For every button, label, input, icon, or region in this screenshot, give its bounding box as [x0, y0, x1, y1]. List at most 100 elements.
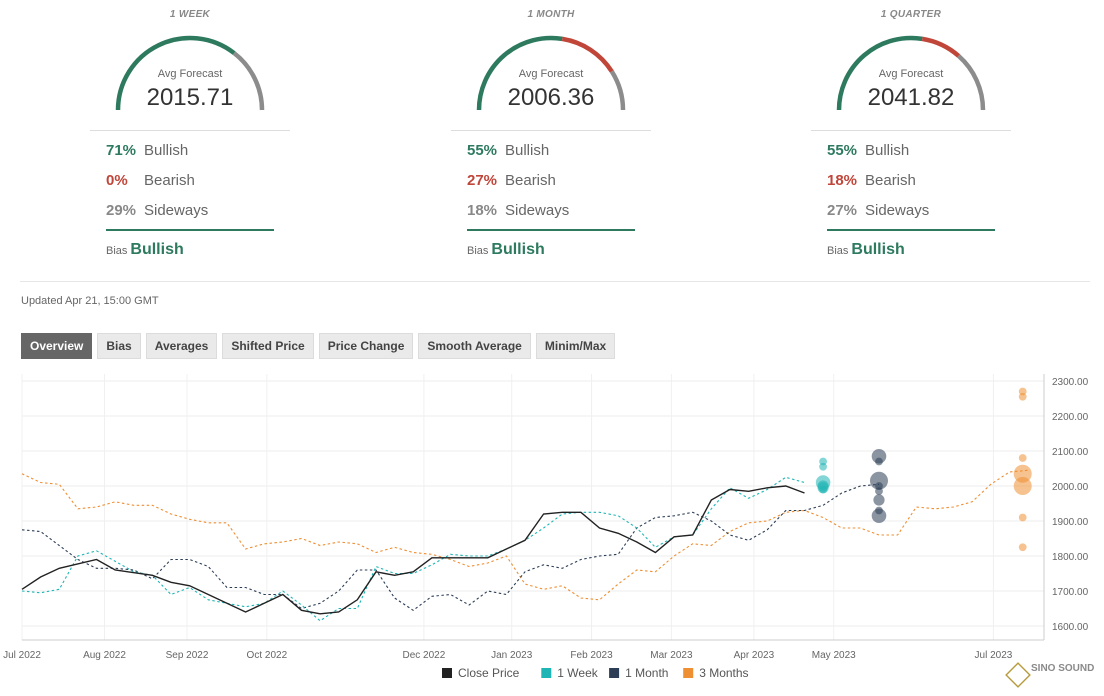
bias-row: Bias Bullish	[467, 241, 545, 259]
bullish-row: 55% Bullish	[467, 142, 549, 159]
gauge-arc-bearish	[561, 36, 614, 73]
forecast-dot-1-month	[871, 508, 887, 524]
series-line-1-week	[21, 476, 805, 622]
gauge-arc-sideways	[609, 70, 626, 111]
avg-forecast-label: Avg Forecast	[878, 68, 944, 80]
forecast-dot-3-months	[1018, 513, 1027, 522]
divider	[451, 130, 651, 131]
x-tick-label: Jan 2023	[491, 650, 533, 661]
y-tick-label: 2000.00	[1052, 482, 1089, 493]
bullish-label: Bullish	[505, 142, 550, 159]
forecast-dot-1-week	[819, 462, 827, 471]
divider	[811, 130, 1011, 131]
bias-value: Bullish	[491, 241, 545, 258]
forecast-dot-1-month	[873, 494, 885, 506]
gauge-arc-sideways	[957, 54, 986, 111]
chart-tabs: Overview Bias Averages Shifted Price Pri…	[21, 333, 620, 359]
legend-swatch	[442, 668, 452, 678]
bias-label: Bias	[106, 245, 128, 257]
divider	[90, 130, 290, 131]
x-tick-label: Feb 2023	[570, 650, 613, 661]
bearish-pct: 27%	[467, 172, 498, 189]
legend-swatch	[609, 668, 620, 678]
bearish-pct: 0%	[106, 172, 128, 189]
tab-averages[interactable]: Averages	[145, 333, 218, 359]
sideways-pct: 18%	[467, 202, 498, 219]
forecast-dot-3-months	[1018, 454, 1027, 462]
bearish-label: Bearish	[505, 172, 556, 189]
tab-bias[interactable]: Bias	[97, 333, 141, 359]
x-tick-label: Sep 2022	[166, 650, 209, 661]
y-tick-label: 2300.00	[1052, 377, 1089, 388]
bearish-row: 18% Bearish	[827, 172, 916, 189]
series-line-1-month	[21, 483, 880, 611]
forecast-dot-1-month	[875, 487, 883, 496]
tab-price-change[interactable]: Price Change	[318, 333, 414, 359]
gauge-arc-bullish	[836, 35, 923, 111]
avg-forecast-value: 2006.36	[507, 84, 595, 111]
panel-title: 1 QUARTER	[880, 9, 942, 20]
x-tick-label: Jul 2022	[3, 650, 41, 661]
series-line-3-months	[21, 469, 1029, 601]
sideways-pct: 29%	[106, 202, 137, 219]
sideways-pct: 27%	[827, 202, 858, 219]
gauge-arc-bullish	[115, 35, 236, 111]
legend-label: 1 Month	[625, 666, 668, 680]
legend-label: 3 Months	[699, 666, 748, 680]
sideways-label: Sideways	[505, 202, 570, 219]
bearish-row: 0% Bearish	[106, 172, 195, 189]
bullish-row: 71% Bullish	[106, 142, 188, 159]
tab-shifted-price[interactable]: Shifted Price	[222, 333, 314, 359]
forecast-dot-3-months	[1018, 392, 1027, 401]
forecast-dot-3-months	[1013, 477, 1032, 495]
tab-minim-max[interactable]: Minim/Max	[535, 333, 616, 359]
avg-forecast-value: 2015.71	[146, 84, 234, 111]
legend-swatch	[683, 668, 694, 678]
x-tick-label: Dec 2022	[402, 650, 445, 661]
panel-title: 1 WEEK	[169, 9, 211, 20]
gauge-arc-sideways	[232, 51, 265, 111]
tab-smooth-average[interactable]: Smooth Average	[418, 333, 531, 359]
bullish-pct: 55%	[827, 142, 858, 159]
bias-row: Bias Bullish	[827, 241, 905, 259]
watermark-text: SINO SOUND	[1031, 663, 1095, 674]
tab-overview[interactable]: Overview	[21, 333, 93, 359]
gauge-1-month	[476, 35, 626, 111]
sideways-row: 29% Sideways	[106, 202, 208, 219]
logo-mark-icon	[1005, 662, 1031, 688]
forecast-dot-1-week	[819, 485, 827, 494]
y-tick-label: 1700.00	[1052, 587, 1089, 598]
bias-label: Bias	[467, 245, 489, 257]
x-tick-label: Mar 2023	[650, 650, 693, 661]
bias-value: Bullish	[851, 241, 905, 258]
bias-divider	[106, 229, 274, 231]
y-tick-label: 1800.00	[1052, 552, 1089, 563]
bullish-pct: 71%	[106, 142, 137, 159]
x-tick-label: Jul 2023	[975, 650, 1013, 661]
forecast-chart: 2300.00 2200.00 2100.00 2000.00 1900.00 1800.…	[3, 374, 1089, 680]
x-tick-label: May 2023	[812, 650, 856, 661]
forecast-dot-1-month	[871, 448, 887, 464]
bearish-row: 27% Bearish	[467, 172, 556, 189]
legend-label: Close Price	[458, 666, 520, 680]
watermark-logo: SINO SOUND	[1005, 660, 1097, 690]
y-tick-label: 1900.00	[1052, 517, 1089, 528]
x-tick-label: Oct 2022	[247, 650, 288, 661]
updated-timestamp: Updated Apr 21, 15:00 GMT	[21, 295, 159, 307]
avg-forecast-label: Avg Forecast	[518, 68, 584, 80]
gauge-arc-bullish	[476, 35, 563, 111]
avg-forecast-value: 2041.82	[867, 84, 955, 111]
bearish-label: Bearish	[144, 172, 195, 189]
y-tick-label: 2200.00	[1052, 412, 1089, 423]
forecast-dot-1-month	[869, 471, 888, 490]
avg-forecast-label: Avg Forecast	[157, 68, 223, 80]
gauge-1-week	[115, 35, 265, 111]
x-tick-label: Aug 2022	[83, 650, 126, 661]
section-divider	[20, 281, 1090, 282]
bearish-pct: 18%	[827, 172, 858, 189]
bias-divider	[827, 229, 995, 231]
x-tick-label: Apr 2023	[734, 650, 775, 661]
bearish-label: Bearish	[865, 172, 916, 189]
bullish-label: Bullish	[865, 142, 910, 159]
sideways-row: 27% Sideways	[827, 202, 929, 219]
